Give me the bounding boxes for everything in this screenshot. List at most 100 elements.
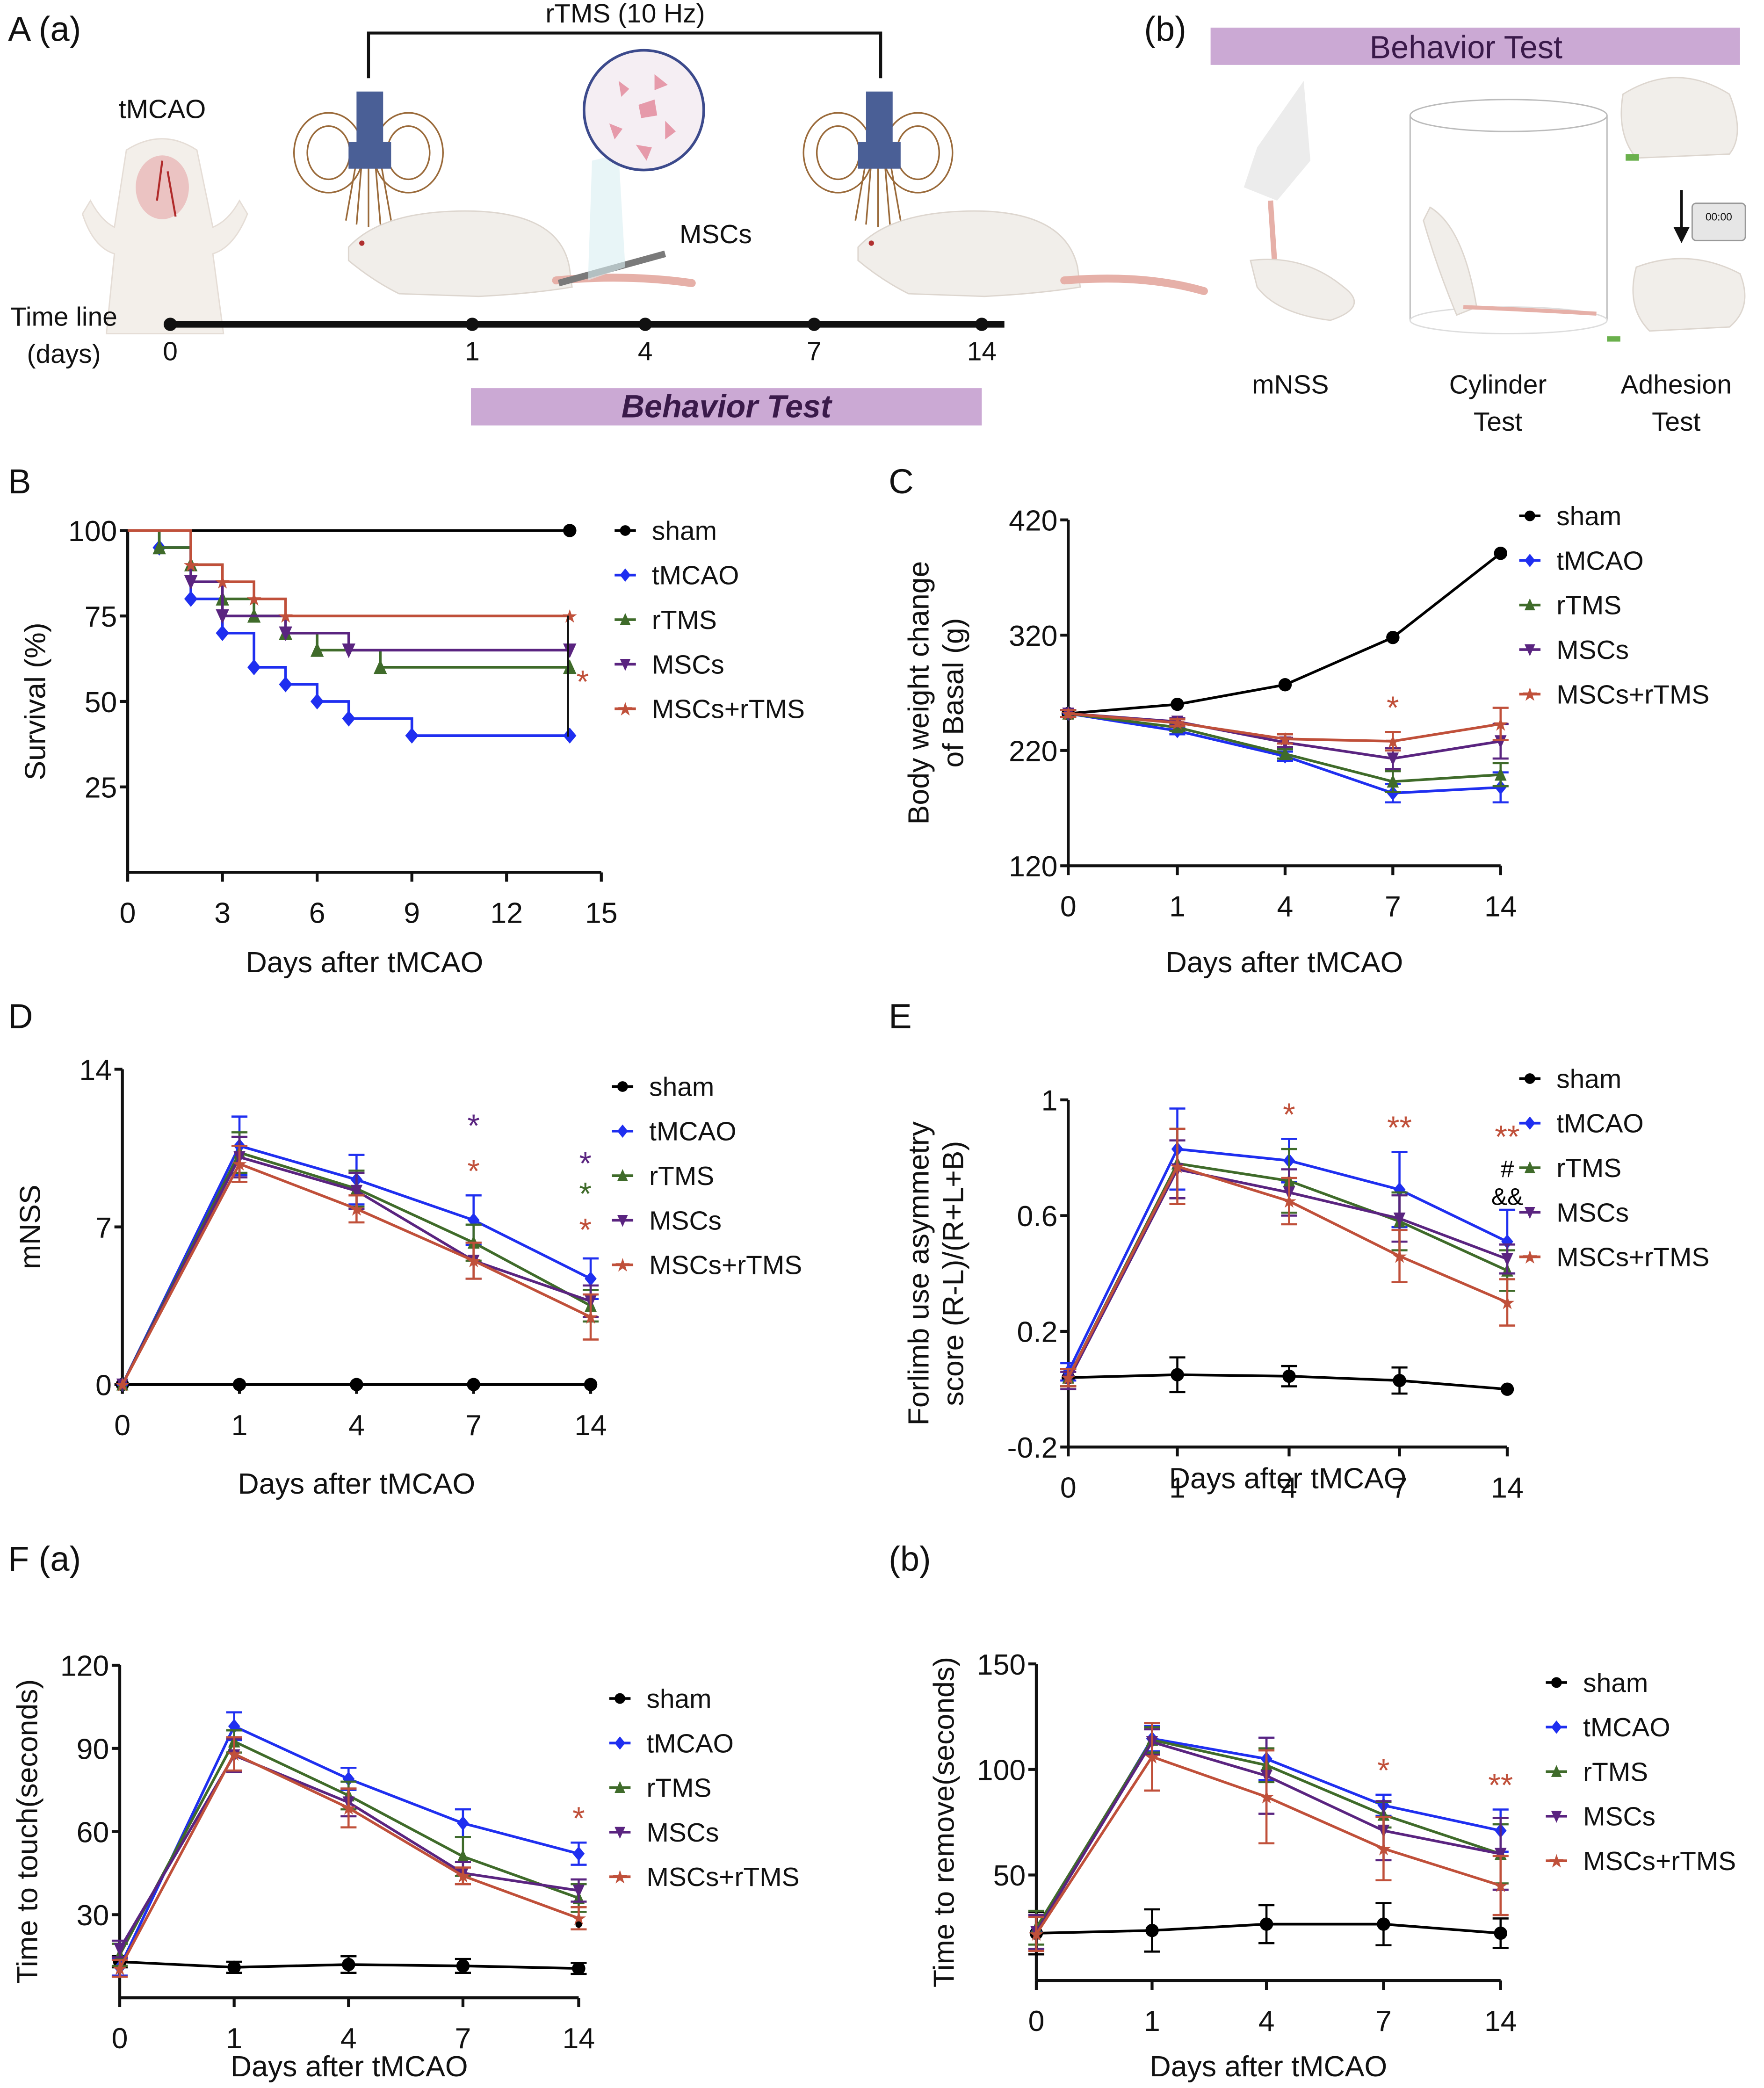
legend-item: rTMS xyxy=(1519,1153,1621,1183)
data-point-circle xyxy=(584,1378,598,1391)
significance-marker: ** xyxy=(1387,1110,1412,1146)
legend-label: MSCs+rTMS xyxy=(652,694,805,724)
legend-label: MSCs xyxy=(646,1818,719,1848)
data-point-star: ★ xyxy=(1492,714,1509,735)
data-point-triangle-up xyxy=(457,1849,469,1863)
behavior-test-label: mNSS xyxy=(1252,369,1329,399)
data-point-circle xyxy=(1282,1369,1296,1383)
panel-letter: C xyxy=(889,462,913,501)
panel-letter-ab: (b) xyxy=(1144,10,1186,49)
legend-label: MSCs xyxy=(1556,1198,1629,1228)
x-tick-label: 14 xyxy=(563,2022,595,2055)
chart-panel-b: B 25 50 75 100 0 3 6 9 12 15 Days after tMCAO Surviv… xyxy=(8,462,805,979)
legend: sham tMCAO rTMS MSCs ★ MSCs+rTMS xyxy=(1546,1668,1736,1876)
y-axis-label: mNSS xyxy=(14,1185,46,1269)
data-point-star: ★ xyxy=(111,1959,128,1980)
data-point-diamond xyxy=(620,568,631,582)
data-point-star: ★ xyxy=(455,1866,471,1887)
data-point-diamond xyxy=(247,659,261,675)
y-tick-label: 420 xyxy=(1009,504,1057,537)
data-point-diamond xyxy=(585,1271,597,1286)
data-point-star: ★ xyxy=(1499,1293,1516,1313)
data-point-circle xyxy=(617,1081,628,1092)
data-point-circle xyxy=(350,1378,363,1391)
significance-annotations: * xyxy=(1387,690,1399,726)
data-point-triangle-down xyxy=(116,1378,129,1392)
y-axis-label: score (R-L)/(R+L+B) xyxy=(937,1141,970,1406)
data-point-triangle-up xyxy=(1279,746,1291,760)
data-point-star: ★ xyxy=(617,699,634,720)
y-axis-label: of Basal (g) xyxy=(937,618,970,768)
legend-item: sham xyxy=(1546,1668,1648,1698)
data-point-star: ★ xyxy=(582,1307,599,1328)
legend-item: sham xyxy=(615,516,717,546)
legend-label: tMCAO xyxy=(1556,1109,1643,1139)
data-point-star: ★ xyxy=(1521,1247,1538,1268)
data-point-circle xyxy=(1524,510,1535,521)
legend-label: tMCAO xyxy=(1583,1712,1670,1742)
significance-annotations: * xyxy=(567,615,589,737)
y-tick-label: 120 xyxy=(1009,850,1057,883)
y-tick-label: 50 xyxy=(85,686,117,719)
series-line xyxy=(1035,1755,1501,1935)
data-point-triangle-down xyxy=(1494,735,1507,749)
timeline-dot xyxy=(638,318,652,331)
y-tick-label: 100 xyxy=(977,1754,1026,1787)
mnss-illustration xyxy=(1243,80,1355,321)
series-mscs-plus-rtms: ★ ★ ★ ★ ★ xyxy=(114,1145,599,1395)
x-tick-label: 0 xyxy=(120,897,136,930)
x-axis-label: Days after tMCAO xyxy=(231,2050,468,2083)
y-tick-label: 1 xyxy=(1041,1084,1058,1117)
series-mscs xyxy=(116,1135,599,1392)
x-tick-label: 1 xyxy=(1169,1472,1186,1504)
panel-letter-a: A (a) xyxy=(8,10,81,49)
significance-annotations: *• xyxy=(572,1801,585,1938)
x-tick-label: 7 xyxy=(1391,1472,1408,1504)
legend-label: tMCAO xyxy=(646,1728,733,1758)
x-axis-label: Days after tMCAO xyxy=(1166,946,1403,979)
significance-marker: * xyxy=(1387,690,1399,726)
significance-marker: ** xyxy=(1495,1119,1519,1155)
series-mscs-plus-rtms: ★ ★ ★ ★ ★ xyxy=(1060,1127,1516,1388)
series-sham xyxy=(1060,1356,1514,1396)
legend-label: MSCs xyxy=(1583,1802,1656,1832)
series-line xyxy=(118,1724,579,1968)
significance-marker: * xyxy=(579,1213,592,1248)
data-point-triangle-down xyxy=(114,1943,126,1957)
survival-step-line xyxy=(128,529,570,618)
legend-item: sham xyxy=(612,1072,714,1102)
legend-item: ★ MSCs+rTMS xyxy=(1546,1846,1736,1876)
panel-letter: D xyxy=(8,997,33,1035)
data-point-triangle-down xyxy=(615,1827,625,1839)
x-tick-label: 6 xyxy=(309,897,325,930)
legend-item: ★ MSCs+rTMS xyxy=(1519,1243,1709,1272)
tmcao-rat-illustration xyxy=(81,138,248,334)
x-tick-label: 4 xyxy=(340,2022,357,2055)
data-point-star: ★ xyxy=(231,1154,248,1175)
legend: sham tMCAO rTMS MSCs ★ MSCs+rTMS xyxy=(609,1684,800,1892)
y-tick-label: 30 xyxy=(77,1899,109,1932)
data-point-triangle-up xyxy=(1551,1765,1562,1777)
data-point-circle xyxy=(1259,1917,1273,1931)
x-tick-label: 14 xyxy=(574,1409,607,1442)
legend-item: tMCAO xyxy=(1519,546,1644,576)
behavior-test-label: Cylinder xyxy=(1449,369,1547,399)
data-point-star: ★ xyxy=(1258,1787,1275,1808)
data-point-star: ★ xyxy=(277,606,294,627)
significance-marker: # xyxy=(1501,1156,1514,1182)
data-point-circle xyxy=(456,1959,470,1973)
data-point-triangle-down xyxy=(1524,644,1535,657)
legend-label: tMCAO xyxy=(652,561,739,591)
x-tick-label: 1 xyxy=(1144,2005,1160,2037)
data-point-circle xyxy=(572,1962,586,1975)
legend: sham tMCAO rTMS MSCs ★ MSCs+rTMS xyxy=(615,516,805,724)
data-point-diamond xyxy=(563,728,577,744)
legend-label: rTMS xyxy=(1556,591,1621,621)
legend: sham tMCAO rTMS MSCs ★ MSCs+rTMS xyxy=(1519,1064,1709,1272)
data-point-circle xyxy=(1278,678,1292,692)
data-point-diamond xyxy=(342,710,355,727)
legend-item: tMCAO xyxy=(615,561,739,591)
data-point-triangle-up xyxy=(617,1169,628,1181)
